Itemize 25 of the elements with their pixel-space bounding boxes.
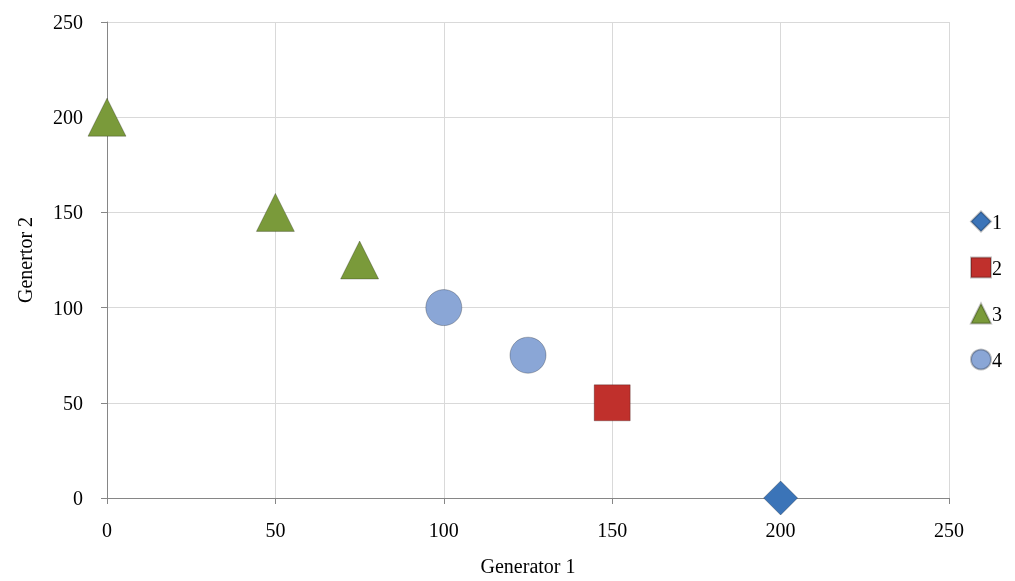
x-tick-label: 150 [597,519,628,541]
legend-label: 3 [992,302,1002,325]
point [255,192,295,232]
x-tick-label: 0 [102,519,112,541]
y-axis-title: Genertor 2 [14,216,36,304]
point [763,480,799,516]
y-tick-label: 200 [53,106,83,129]
legend-label: 4 [992,348,1002,371]
point [340,240,380,280]
x-tick-label: 50 [265,519,286,541]
point [87,97,127,137]
x-tick-label: 250 [934,519,964,541]
x-axis-title: Generator 1 [480,555,576,577]
y-tick-label: 150 [53,201,83,224]
point [593,384,631,422]
legend-label: 2 [992,256,1002,279]
point [425,289,463,327]
y-tick-label: 50 [63,391,83,414]
legend-label: 1 [992,210,1002,233]
y-tick-label: 100 [53,296,83,319]
x-tick-label: 200 [765,519,796,541]
x-tick-label: 100 [428,519,459,541]
y-tick-label: 250 [53,11,83,33]
y-tick-label: 0 [73,487,83,509]
point [509,336,547,374]
